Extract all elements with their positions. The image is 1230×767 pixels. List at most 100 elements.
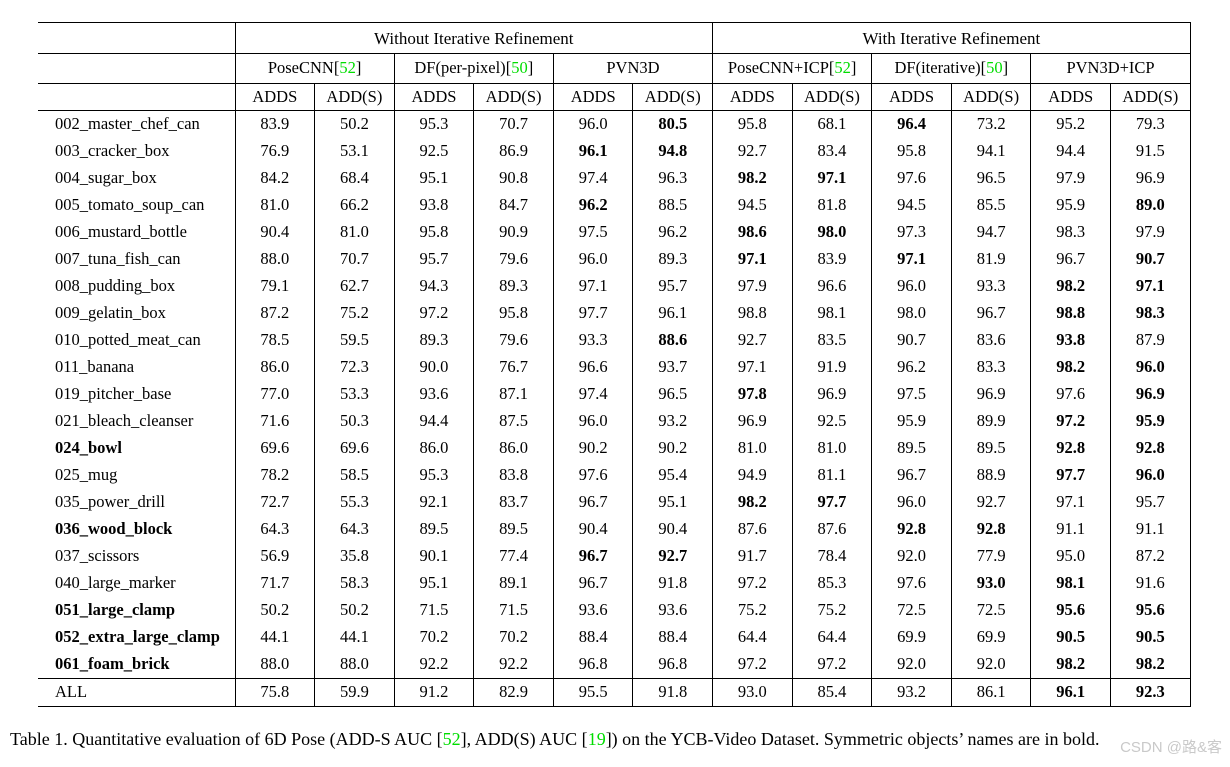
object-name-cell: 061_foam_brick <box>55 654 170 674</box>
metric-value-cell: 97.2 <box>712 651 793 679</box>
metric-value-cell: 96.0 <box>1110 462 1191 489</box>
table-row: 007_tuna_fish_can 88.0 70.7 95.7 79.6 96.0 89.… <box>38 246 1191 273</box>
method-header-cell: PoseCNN[52] <box>234 53 395 84</box>
metric-value-cell: 93.8 <box>393 192 474 219</box>
metric-value-cell: 93.2 <box>871 678 952 707</box>
citation-ref: 52 <box>834 58 851 78</box>
header-row-groups: Without Iterative Refinement With Iterati… <box>38 22 1191 54</box>
metric-value-cell: 69.6 <box>234 435 315 462</box>
method-header-cell: PVN3D <box>552 53 713 84</box>
metric-value-cell: 68.4 <box>314 165 395 192</box>
metric-value-cell: 83.3 <box>950 354 1031 381</box>
metric-value-cell: 53.3 <box>314 381 395 408</box>
metric-value-cell: 75.2 <box>712 597 793 624</box>
metric-value-cell: 92.2 <box>393 651 474 679</box>
metric-value-cell: 95.7 <box>632 273 713 300</box>
metric-value-cell: 96.6 <box>791 273 872 300</box>
metric-value-cell: 93.0 <box>712 678 793 707</box>
object-name-cell: 008_pudding_box <box>55 276 176 296</box>
metric-value-cell: 72.7 <box>234 489 315 516</box>
metric-value-cell: 94.9 <box>712 462 793 489</box>
object-name-cell: 006_mustard_bottle <box>55 222 187 242</box>
metric-value-cell: 69.9 <box>871 624 952 651</box>
object-name-cell: 009_gelatin_box <box>55 303 166 323</box>
metric-value-cell: 96.0 <box>552 110 633 138</box>
metric-value-cell: 78.2 <box>234 462 315 489</box>
metric-value-cell: 44.1 <box>314 624 395 651</box>
metric-header-cell: ADDS <box>712 83 793 111</box>
table-row: 024_bowl 69.6 69.6 86.0 86.0 90.2 90.2 81.0 81.0… <box>38 435 1191 462</box>
metric-value-cell: 72.5 <box>871 597 952 624</box>
metric-value-cell: 83.9 <box>791 246 872 273</box>
metric-value-cell: 81.8 <box>791 192 872 219</box>
metric-value-cell: 97.6 <box>552 462 633 489</box>
object-name-cell: 002_master_chef_can <box>55 114 200 134</box>
method-header-cell: PVN3D+ICP <box>1030 53 1191 84</box>
metric-value-cell: 98.3 <box>1110 300 1191 327</box>
metric-value-cell: 77.4 <box>473 543 554 570</box>
method-header-cell: DF(per-pixel)[50] <box>393 53 554 84</box>
metric-value-cell: 85.4 <box>791 678 872 707</box>
metric-value-cell: 79.1 <box>234 273 315 300</box>
metric-value-cell: 97.6 <box>1030 381 1111 408</box>
metric-value-cell: 85.3 <box>791 570 872 597</box>
metric-value-cell: 97.7 <box>1030 462 1111 489</box>
object-name-cell: 004_sugar_box <box>55 168 157 188</box>
metric-value-cell: 98.6 <box>712 219 793 246</box>
metric-value-cell: 85.5 <box>950 192 1031 219</box>
metric-value-cell: 95.4 <box>632 462 713 489</box>
table-row: 006_mustard_bottle 90.4 81.0 95.8 90.9 97.5 96… <box>38 219 1191 246</box>
metric-value-cell: 97.2 <box>393 300 474 327</box>
metric-value-cell: 86.1 <box>950 678 1031 707</box>
metric-value-cell: 71.7 <box>234 570 315 597</box>
metric-value-cell: 79.6 <box>473 246 554 273</box>
metric-value-cell: 75.8 <box>234 678 315 707</box>
metric-value-cell: 90.4 <box>234 219 315 246</box>
metric-value-cell: 92.1 <box>393 489 474 516</box>
metric-value-cell: 94.5 <box>712 192 793 219</box>
metric-value-cell: 92.8 <box>871 516 952 543</box>
metric-header-cell: ADD(S) <box>1110 83 1191 111</box>
object-name-cell: 025_mug <box>55 465 118 485</box>
metric-value-cell: 98.2 <box>712 165 793 192</box>
metric-value-cell: 98.8 <box>712 300 793 327</box>
metric-value-cell: 93.6 <box>632 597 713 624</box>
metric-value-cell: 90.5 <box>1030 624 1111 651</box>
object-name-cell: 019_pitcher_base <box>55 384 172 404</box>
metric-value-cell: 94.7 <box>950 219 1031 246</box>
metric-value-cell: 70.7 <box>314 246 395 273</box>
metric-value-cell: 96.7 <box>871 462 952 489</box>
metric-value-cell: 88.0 <box>234 246 315 273</box>
table-caption: Table 1. Quantitative evaluation of 6D P… <box>10 726 1218 753</box>
metric-value-cell: 96.2 <box>632 219 713 246</box>
metric-value-cell: 91.5 <box>1110 138 1191 165</box>
metric-value-cell: 96.2 <box>552 192 633 219</box>
metric-value-cell: 71.5 <box>473 597 554 624</box>
metric-value-cell: 93.2 <box>632 408 713 435</box>
metric-value-cell: 64.3 <box>314 516 395 543</box>
metric-value-cell: 73.2 <box>950 110 1031 138</box>
metric-value-cell: 96.9 <box>712 408 793 435</box>
metric-value-cell: 89.3 <box>632 246 713 273</box>
metric-value-cell: 90.9 <box>473 219 554 246</box>
citation-bracket: ] <box>850 58 857 78</box>
metric-value-cell: 95.6 <box>1030 597 1111 624</box>
metric-value-cell: 55.3 <box>314 489 395 516</box>
metric-value-cell: 94.8 <box>632 138 713 165</box>
metric-value-cell: 91.1 <box>1110 516 1191 543</box>
group-header-cell: Without Iterative Refinement <box>234 22 713 54</box>
metric-value-cell: 83.5 <box>791 327 872 354</box>
metric-header-cell: ADD(S) <box>632 83 713 111</box>
metric-value-cell: 91.8 <box>632 570 713 597</box>
metric-value-cell: 81.0 <box>234 192 315 219</box>
metric-value-cell: 88.0 <box>314 651 395 679</box>
table-row: 010_potted_meat_can 78.5 59.5 89.3 79.6 93.3 8… <box>38 327 1191 354</box>
metric-value-cell: 79.6 <box>473 327 554 354</box>
metric-value-cell: 97.1 <box>1110 273 1191 300</box>
results-table-container: Without Iterative Refinement With Iterati… <box>38 22 1191 707</box>
metric-value-cell: 64.4 <box>791 624 872 651</box>
citation-bracket: [ <box>980 58 987 78</box>
metric-header-cell: ADD(S) <box>314 83 395 111</box>
metric-value-cell: 96.3 <box>632 165 713 192</box>
metric-value-cell: 92.7 <box>712 327 793 354</box>
